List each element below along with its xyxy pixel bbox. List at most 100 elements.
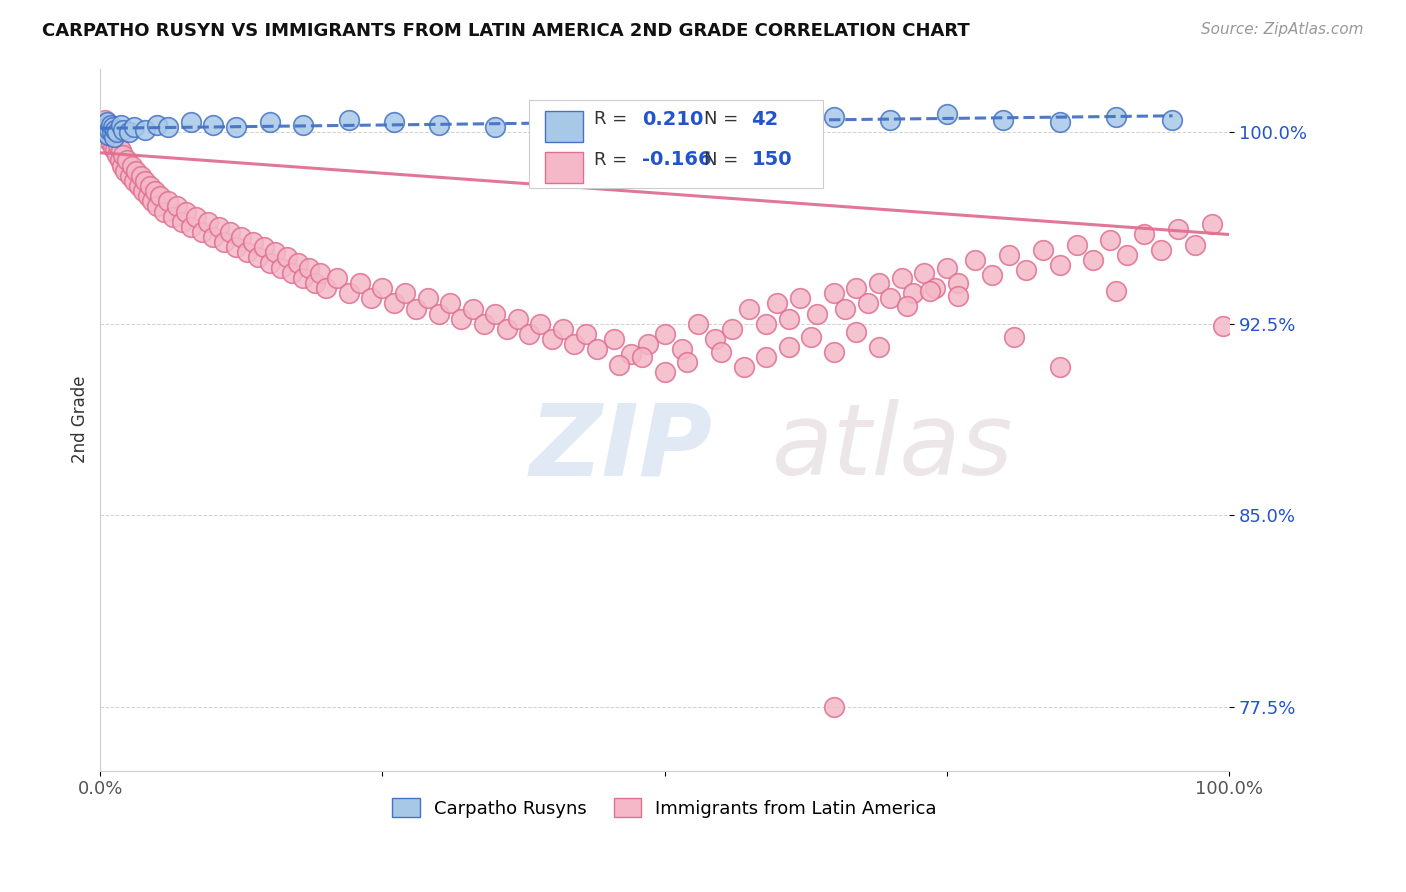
Point xyxy=(100,128,122,142)
Point xyxy=(789,291,811,305)
Point xyxy=(259,255,281,269)
Point xyxy=(450,311,472,326)
Point xyxy=(132,184,155,198)
Point xyxy=(146,118,169,132)
Point xyxy=(993,112,1015,127)
Point xyxy=(174,204,197,219)
Point xyxy=(191,225,214,239)
Point xyxy=(1105,110,1128,124)
Point xyxy=(1004,329,1026,343)
Point xyxy=(121,159,143,173)
Point xyxy=(738,301,761,316)
Point xyxy=(94,125,117,139)
Point xyxy=(1099,233,1122,247)
Point xyxy=(823,699,845,714)
Point xyxy=(1015,263,1038,277)
Point xyxy=(360,291,382,305)
Point xyxy=(766,296,789,310)
Point xyxy=(143,184,166,198)
Point xyxy=(125,163,148,178)
Point xyxy=(484,307,506,321)
Point xyxy=(506,311,529,326)
Point xyxy=(104,143,127,157)
Point xyxy=(281,266,304,280)
Point xyxy=(94,130,117,145)
Point xyxy=(671,343,693,357)
Point xyxy=(963,253,986,268)
Point xyxy=(1212,319,1234,334)
Point xyxy=(105,125,128,139)
Point xyxy=(122,174,145,188)
Point xyxy=(806,307,828,321)
Point xyxy=(382,115,405,129)
Point xyxy=(912,266,935,280)
Point xyxy=(529,317,551,331)
Point xyxy=(935,260,957,275)
Text: Source: ZipAtlas.com: Source: ZipAtlas.com xyxy=(1201,22,1364,37)
Point xyxy=(202,230,225,244)
Point xyxy=(247,251,270,265)
Point xyxy=(264,245,287,260)
Point xyxy=(901,286,924,301)
Text: -0.166: -0.166 xyxy=(643,150,711,169)
Point xyxy=(96,120,118,135)
Point xyxy=(292,271,315,285)
Legend: Carpatho Rusyns, Immigrants from Latin America: Carpatho Rusyns, Immigrants from Latin A… xyxy=(385,791,943,825)
Point xyxy=(586,112,609,127)
Point xyxy=(1167,222,1189,236)
Point xyxy=(219,225,242,239)
Point xyxy=(259,115,281,129)
Point xyxy=(778,311,800,326)
Point xyxy=(94,120,117,135)
Point xyxy=(270,260,292,275)
Point xyxy=(111,123,134,137)
Point xyxy=(721,112,744,127)
Point xyxy=(326,271,349,285)
Point xyxy=(1105,284,1128,298)
Point xyxy=(603,332,626,346)
Point xyxy=(94,112,117,127)
Point xyxy=(114,163,136,178)
Point xyxy=(834,301,856,316)
Point xyxy=(105,148,128,162)
Point xyxy=(118,169,141,183)
Point xyxy=(856,296,879,310)
Point xyxy=(197,215,219,229)
Point xyxy=(202,118,225,132)
Point xyxy=(924,281,946,295)
Point xyxy=(91,118,114,132)
Point xyxy=(139,178,162,193)
Point xyxy=(117,125,139,139)
Point xyxy=(654,327,676,342)
Point xyxy=(214,235,236,249)
Point xyxy=(620,347,643,361)
Point xyxy=(349,276,371,290)
Point xyxy=(129,169,152,183)
Point xyxy=(166,199,188,213)
Point xyxy=(141,194,163,209)
Point xyxy=(405,301,427,316)
Point xyxy=(107,138,129,153)
Point xyxy=(117,153,139,168)
Point xyxy=(122,120,145,135)
Text: 150: 150 xyxy=(752,150,792,169)
Point xyxy=(472,317,495,331)
Point xyxy=(91,123,114,137)
Point xyxy=(134,174,156,188)
Point xyxy=(980,268,1002,283)
Point xyxy=(1032,243,1054,257)
Text: R =: R = xyxy=(593,111,633,128)
Point xyxy=(1161,112,1184,127)
Point xyxy=(484,120,506,135)
Point xyxy=(337,112,360,127)
Point xyxy=(110,143,132,157)
Point xyxy=(1049,115,1071,129)
Point xyxy=(868,276,890,290)
Point xyxy=(152,204,174,219)
Point xyxy=(575,327,598,342)
Point xyxy=(134,123,156,137)
FancyBboxPatch shape xyxy=(546,152,583,183)
Point xyxy=(97,133,120,147)
Point xyxy=(103,130,125,145)
Point xyxy=(231,230,253,244)
